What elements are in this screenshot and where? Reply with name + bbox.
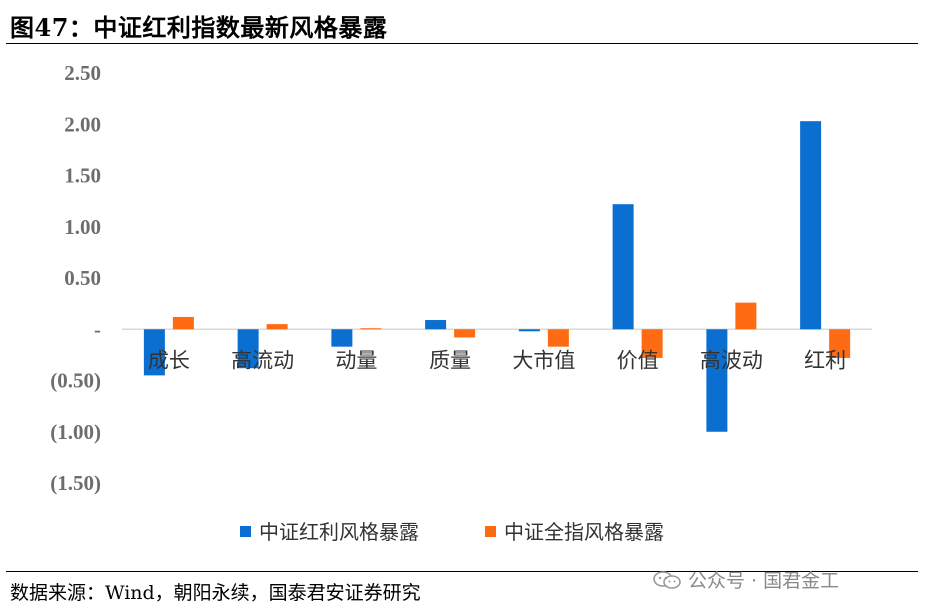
bar-dividend-index <box>612 204 634 330</box>
bar-all-share-index <box>829 329 851 358</box>
category-label: 高波动 <box>700 348 763 372</box>
category-label: 红利 <box>804 348 846 372</box>
y-tick-label: (0.50) <box>50 369 101 393</box>
bar-dividend-index <box>706 329 728 432</box>
y-tick-label: (1.00) <box>50 420 101 444</box>
footer-divider <box>6 571 918 572</box>
y-tick-label: 0.50 <box>64 266 101 290</box>
category-label: 成长 <box>148 348 190 372</box>
legend-swatch <box>485 526 496 537</box>
category-labels: 成长 高流动 动量 质量 大市值 价值 高波动 红利 <box>148 348 846 372</box>
bars-group <box>143 121 851 432</box>
bar-all-share-index <box>641 329 663 358</box>
watermark-text: 公众号 · 国君金工 <box>688 570 840 592</box>
bar-all-share-index <box>266 324 288 330</box>
category-label: 高流动 <box>231 348 294 372</box>
bar-dividend-index <box>425 320 447 330</box>
bar-dividend-index <box>331 329 353 347</box>
y-tick-label: 2.50 <box>64 61 101 85</box>
bar-all-share-index <box>735 302 757 330</box>
category-label: 动量 <box>335 348 377 372</box>
style-exposure-chart: 2.502.001.501.000.50-(0.50)(1.00)(1.50) … <box>50 61 872 544</box>
legend-label: 中证全指风格暴露 <box>504 520 664 544</box>
y-axis-ticks: 2.50 2.00 1.50 1.00 0.50 - (0.50) (1.00) (1.50) <box>50 61 101 495</box>
bar-all-share-index <box>547 329 569 347</box>
bar-all-share-index <box>454 329 476 338</box>
y-tick-label: - <box>94 317 101 341</box>
y-tick-label: 2.00 <box>64 112 101 136</box>
bar-dividend-index <box>143 329 165 376</box>
category-label: 质量 <box>429 348 471 372</box>
legend-swatch <box>240 526 251 537</box>
legend-label: 中证红利风格暴露 <box>259 520 419 544</box>
bar-all-share-index <box>360 328 382 330</box>
bar-dividend-index <box>518 329 540 332</box>
figure-title: 图47：中证红利指数最新风格暴露 <box>10 13 388 42</box>
y-tick-label: 1.50 <box>64 164 101 188</box>
title-divider <box>6 43 918 44</box>
wechat-icon <box>653 570 681 589</box>
legend: 中证红利风格暴露 中证全指风格暴露 <box>240 520 664 544</box>
y-tick-label: 1.00 <box>64 215 101 239</box>
source-note: 数据来源：Wind，朝阳永续，国泰君安证券研究 <box>10 582 421 604</box>
bar-dividend-index <box>237 329 259 369</box>
watermark: 公众号 · 国君金工 <box>652 566 839 593</box>
bar-all-share-index <box>172 316 194 330</box>
bar-dividend-index <box>800 121 822 330</box>
category-label: 价值 <box>617 348 659 372</box>
y-tick-label: (1.50) <box>50 471 101 495</box>
category-label: 大市值 <box>512 348 575 372</box>
